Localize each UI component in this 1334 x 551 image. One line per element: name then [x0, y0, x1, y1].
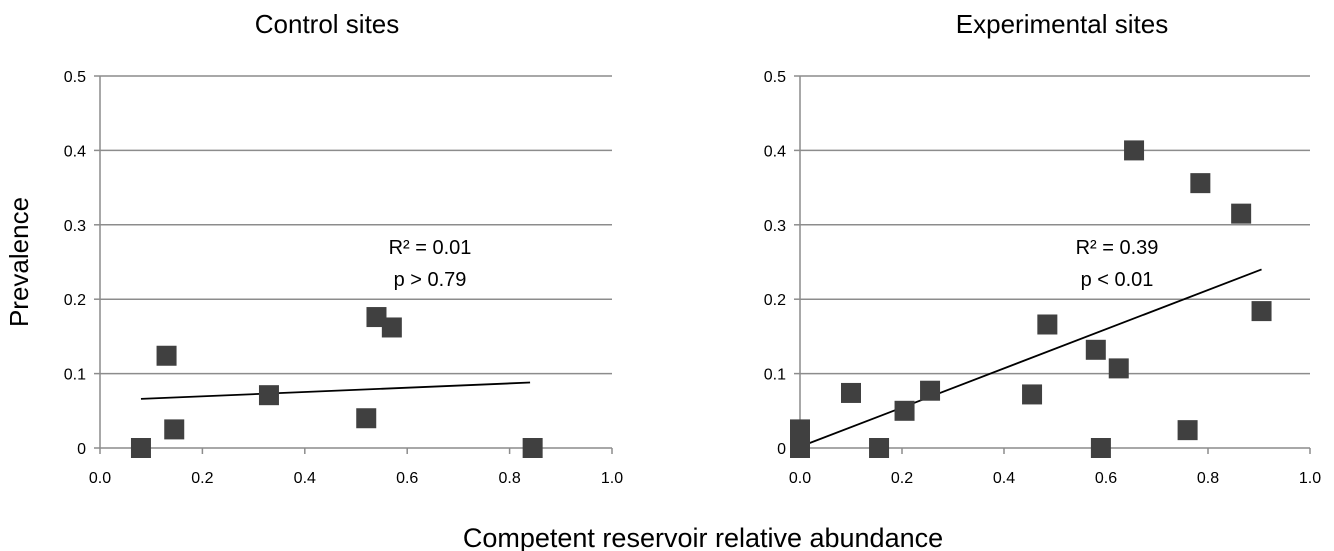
data-point	[130, 438, 151, 458]
data-point	[1190, 173, 1211, 194]
r-squared-annotation: R² = 0.01	[389, 237, 472, 259]
data-point	[381, 317, 402, 338]
data-point	[1090, 438, 1111, 458]
r-squared-annotation: R² = 0.39	[1076, 237, 1159, 259]
x-tick-label: 0.0	[89, 470, 111, 487]
data-point	[1124, 140, 1145, 161]
data-point	[790, 419, 810, 440]
trendline	[802, 268, 1262, 447]
y-tick-label: 0.3	[64, 218, 86, 235]
data-point	[1251, 301, 1272, 322]
x-tick-label: 0.4	[993, 470, 1015, 487]
y-axis-label: Prevalence	[4, 197, 34, 327]
x-tick-label: 1.0	[601, 470, 623, 487]
data-point	[920, 380, 941, 401]
data-point	[164, 419, 185, 440]
data-point	[790, 438, 810, 458]
chart-title: Control sites	[255, 9, 400, 39]
data-point	[869, 438, 890, 458]
x-tick-label: 0.8	[1197, 470, 1219, 487]
x-tick-label: 0.2	[891, 470, 913, 487]
y-tick-label: 0.1	[64, 367, 86, 384]
trendline	[140, 381, 531, 400]
x-tick-label: 0.6	[396, 470, 418, 487]
data-point	[841, 382, 861, 403]
data-point	[258, 385, 279, 406]
y-tick-label: 0.2	[764, 292, 786, 309]
data-point	[1085, 339, 1106, 360]
data-point	[522, 438, 543, 458]
y-tick-label: 0	[777, 441, 786, 458]
x-tick-label: 0.0	[789, 470, 811, 487]
x-axis-label: Competent reservoir relative abundance	[463, 523, 943, 551]
chart-panel-experimental: Experimental sites 0 0.1 0.2 0.3 0.4 0.5 0.0 0.2…	[764, 9, 1321, 487]
data-point	[356, 408, 377, 429]
y-tick-label: 0	[77, 441, 86, 458]
x-tick-label: 0.2	[191, 470, 213, 487]
data-point	[894, 400, 915, 421]
data-point	[366, 307, 387, 328]
y-tick-label: 0.3	[764, 218, 786, 235]
y-tick-label: 0.4	[64, 143, 86, 160]
y-tick-label: 0.5	[764, 69, 786, 86]
data-point	[1231, 203, 1252, 224]
y-tick-label: 0.2	[64, 292, 86, 309]
y-tick-label: 0.4	[764, 143, 786, 160]
p-value-annotation: p < 0.01	[1081, 269, 1154, 291]
x-tick-label: 0.8	[498, 470, 520, 487]
chart-title: Experimental sites	[956, 9, 1168, 39]
p-value-annotation: p > 0.79	[394, 269, 467, 291]
x-tick-label: 0.6	[1095, 470, 1117, 487]
x-tick-label: 0.4	[294, 470, 316, 487]
x-tick-label: 1.0	[1299, 470, 1321, 487]
data-point	[156, 345, 177, 366]
chart-panel-control: Control sites 0 0.1 0.2 0.3 0.4 0.5 0.0 0.2 0.4 0.…	[64, 9, 623, 487]
data-point	[1037, 314, 1058, 335]
y-tick-label: 0.5	[64, 69, 86, 86]
data-point	[1022, 384, 1043, 405]
data-point	[1108, 358, 1129, 379]
y-tick-label: 0.1	[764, 367, 786, 384]
data-point	[1177, 420, 1198, 441]
